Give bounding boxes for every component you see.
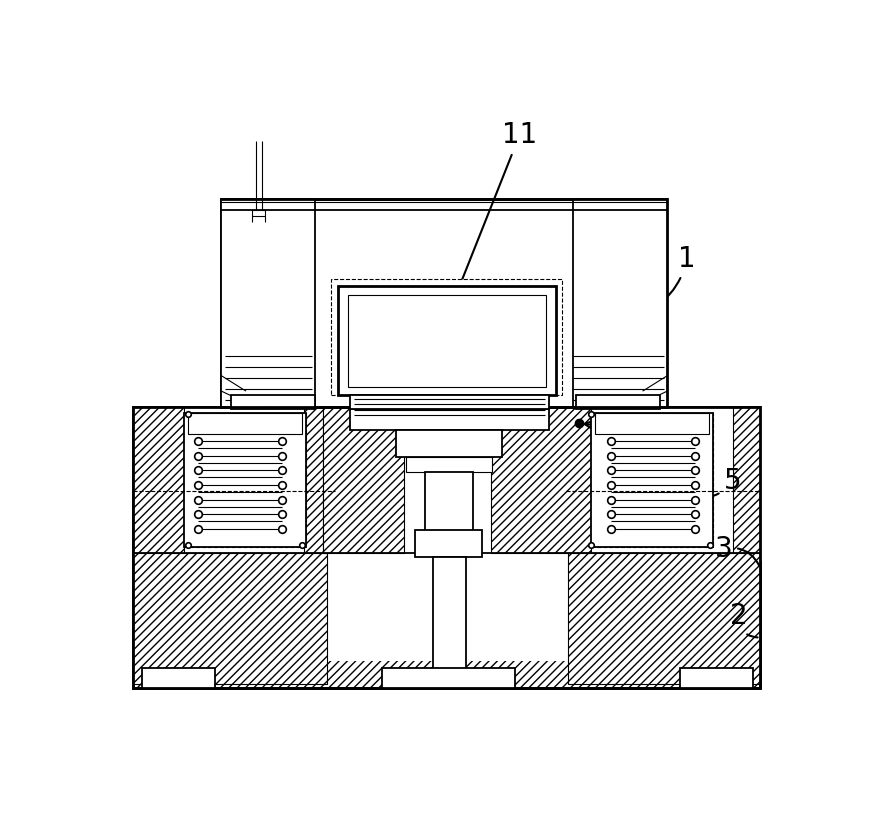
Text: 4: 4 (585, 421, 696, 449)
Bar (142, 668, 216, 687)
Bar (382, 668, 515, 687)
Text: 1: 1 (622, 245, 696, 318)
Bar (347, 295, 546, 388)
Text: 11: 11 (449, 122, 537, 311)
Bar (396, 429, 503, 456)
Bar (433, 557, 466, 672)
Text: 6: 6 (443, 639, 461, 681)
Bar (679, 668, 753, 687)
Bar (184, 413, 306, 547)
Bar (222, 199, 315, 406)
Polygon shape (350, 409, 548, 429)
Bar (574, 199, 667, 406)
Bar (350, 395, 548, 409)
Bar (733, 406, 780, 561)
Bar (416, 530, 483, 557)
Polygon shape (133, 553, 327, 684)
Polygon shape (323, 406, 404, 553)
Text: 3: 3 (715, 535, 760, 566)
Bar (184, 413, 306, 547)
Bar (425, 472, 473, 553)
Bar (331, 279, 561, 395)
Text: 5: 5 (694, 467, 741, 498)
Bar (575, 395, 660, 409)
Bar (595, 413, 709, 434)
Bar (230, 395, 315, 409)
Polygon shape (304, 406, 323, 553)
Bar (588, 406, 733, 554)
Bar (339, 286, 555, 395)
Bar (323, 406, 571, 661)
Bar (591, 413, 712, 547)
Bar (133, 406, 190, 561)
Bar (133, 406, 760, 687)
Polygon shape (404, 406, 491, 429)
Bar (406, 456, 492, 472)
Polygon shape (133, 406, 184, 553)
Polygon shape (491, 406, 591, 553)
Polygon shape (733, 406, 760, 553)
Bar (189, 413, 302, 434)
Polygon shape (568, 553, 760, 684)
Bar (133, 406, 760, 687)
Bar (184, 406, 327, 554)
Bar (222, 199, 667, 406)
Bar (591, 413, 712, 547)
Text: 2: 2 (730, 602, 758, 637)
